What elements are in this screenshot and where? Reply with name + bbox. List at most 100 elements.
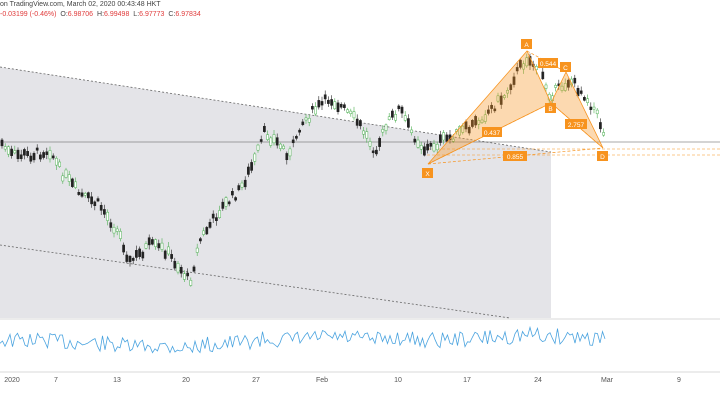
candle-body bbox=[35, 147, 39, 151]
channel-fill bbox=[0, 67, 551, 318]
candle-body bbox=[195, 247, 199, 253]
candle-body bbox=[160, 242, 164, 250]
candle-body bbox=[509, 84, 513, 90]
candle-body bbox=[352, 111, 356, 119]
candle-body bbox=[45, 151, 49, 155]
candle-body bbox=[346, 109, 349, 113]
candle-body bbox=[295, 136, 298, 139]
time-axis-label-feb: Feb bbox=[316, 377, 328, 384]
candle-body bbox=[51, 155, 55, 159]
candle-body bbox=[247, 166, 250, 175]
time-axis-label-27: 27 bbox=[252, 377, 260, 384]
candle-body bbox=[359, 120, 362, 127]
candle-body bbox=[477, 120, 481, 125]
time-axis-label-13: 13 bbox=[113, 377, 121, 384]
candle-body bbox=[250, 162, 253, 171]
candle-body bbox=[467, 126, 471, 134]
candle-body bbox=[39, 154, 42, 160]
candle-body bbox=[32, 153, 36, 161]
candle-body bbox=[480, 119, 484, 124]
harmonic-pattern[interactable]: 0.437 0.544 2.757 0.855 X A B C bbox=[422, 39, 608, 178]
chart-source-line: on TradingView.com, March 02, 2020 00:43… bbox=[0, 1, 161, 8]
candle-body bbox=[3, 146, 7, 150]
candle-body bbox=[330, 99, 333, 106]
candle-body bbox=[122, 244, 125, 253]
candle-body bbox=[199, 238, 202, 242]
candle-body bbox=[205, 227, 209, 235]
time-axis-label-2020: 2020 bbox=[4, 377, 20, 384]
candle-body bbox=[96, 198, 100, 202]
candle-body bbox=[320, 101, 324, 106]
candle-body bbox=[515, 67, 519, 72]
candle-body bbox=[394, 114, 397, 121]
candle-body bbox=[378, 137, 381, 147]
change-value: -0.03199 (-0.46%) bbox=[0, 11, 57, 18]
candle-body bbox=[323, 94, 327, 100]
time-axis-label-7: 7 bbox=[54, 377, 58, 384]
source-text: on TradingView.com, March 02, 2020 00:43… bbox=[0, 1, 161, 8]
candle-body bbox=[464, 121, 468, 130]
candle-body bbox=[183, 273, 186, 280]
candle-body bbox=[224, 197, 228, 207]
candle-body bbox=[157, 243, 161, 249]
candle-body bbox=[99, 205, 103, 211]
candle-body bbox=[317, 100, 321, 108]
candle-body bbox=[67, 174, 71, 182]
candle-body bbox=[237, 185, 241, 191]
close-value: 6.97834 bbox=[175, 11, 201, 18]
close-label: C: bbox=[168, 11, 176, 18]
candle-body bbox=[80, 192, 84, 197]
high-label: H: bbox=[97, 11, 105, 18]
candle-body bbox=[279, 143, 282, 149]
candle-body bbox=[490, 104, 493, 109]
svg-text:B: B bbox=[548, 106, 552, 113]
candle-body bbox=[259, 139, 263, 142]
candle-body bbox=[483, 114, 487, 122]
candle-body bbox=[77, 192, 81, 195]
candle-body bbox=[211, 213, 215, 219]
candle-body bbox=[512, 76, 516, 85]
candle-body bbox=[407, 118, 410, 128]
point-label-c: C bbox=[560, 62, 571, 72]
candle-body bbox=[381, 129, 385, 133]
candle-body bbox=[90, 196, 93, 205]
time-axis[interactable]: 2020 7 13 20 27 Feb 10 17 24 Mar 9 bbox=[4, 377, 681, 384]
candle-body bbox=[461, 125, 465, 133]
candle-body bbox=[423, 146, 426, 156]
candle-body bbox=[541, 71, 545, 80]
candle-body bbox=[218, 210, 221, 218]
candle-body bbox=[115, 228, 119, 232]
candle-body bbox=[451, 138, 455, 142]
pattern-bd-line bbox=[550, 102, 604, 149]
candle-body bbox=[416, 139, 420, 148]
candle-body bbox=[266, 134, 269, 140]
candle-body bbox=[307, 117, 311, 123]
candle-body bbox=[362, 130, 365, 135]
candle-body bbox=[506, 90, 509, 94]
candle-body bbox=[583, 97, 586, 101]
candle-body bbox=[10, 148, 13, 156]
candle-body bbox=[474, 116, 477, 126]
channel-upper-line bbox=[0, 66, 552, 153]
candle-body bbox=[144, 243, 148, 249]
candle-body bbox=[586, 98, 589, 103]
candle-body bbox=[595, 109, 599, 115]
candle-body bbox=[16, 149, 20, 160]
candle-body bbox=[499, 95, 503, 105]
candle-body bbox=[64, 169, 68, 178]
candle-body bbox=[83, 192, 87, 196]
ratio-label-1: 0.437 bbox=[482, 127, 502, 137]
time-axis-label-mar: Mar bbox=[601, 377, 614, 384]
candle-body bbox=[311, 106, 314, 110]
candle-body bbox=[173, 260, 177, 269]
candle-body bbox=[285, 153, 289, 161]
candle-body bbox=[426, 143, 429, 151]
point-label-x: X bbox=[422, 168, 433, 178]
candle-body bbox=[19, 154, 23, 159]
candle-body bbox=[365, 131, 369, 139]
candle-body bbox=[138, 248, 141, 257]
candle-body bbox=[589, 106, 593, 110]
candle-body bbox=[471, 119, 474, 127]
candle-body bbox=[131, 258, 135, 261]
